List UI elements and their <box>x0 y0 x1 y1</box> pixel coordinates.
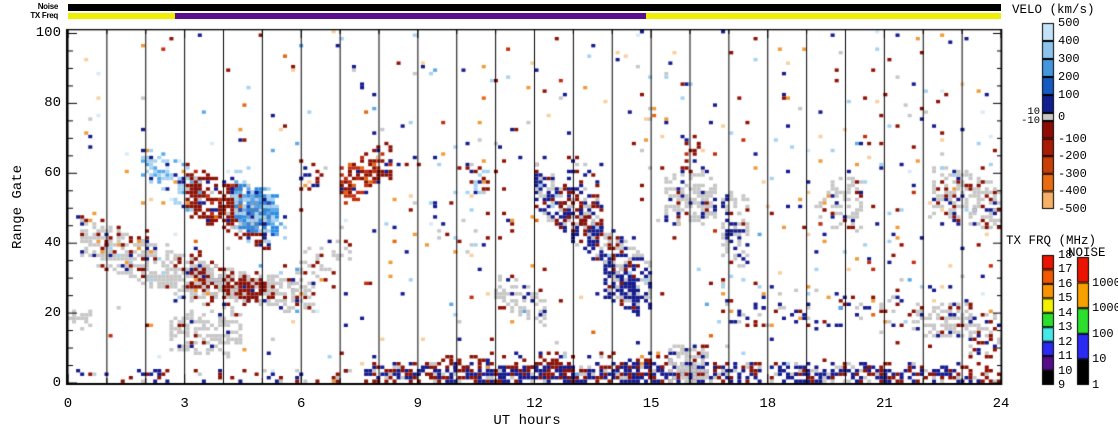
y-tick-label: 20 <box>44 305 61 322</box>
noise-indicator-strip <box>68 4 1001 11</box>
x-tick-label: 0 <box>63 396 73 412</box>
velo-tick-label: -300 <box>1058 166 1087 181</box>
txfrq-tick-label: 14 <box>1058 305 1073 320</box>
noise-tick-label: 10 <box>1092 352 1107 367</box>
y-tick-label: 40 <box>44 235 61 252</box>
velo-tick-label: 100 <box>1058 88 1080 102</box>
velo-tick-label: 200 <box>1058 70 1080 84</box>
txfrq-tick-label: 12 <box>1058 334 1073 349</box>
velo-tick-label: -400 <box>1058 184 1087 199</box>
txfrq-tick-label: 10 <box>1058 363 1073 378</box>
noise-tick-label: 10000 <box>1092 275 1118 290</box>
x-tick-label: 24 <box>992 396 1010 412</box>
noise-tick-label: 1000 <box>1092 301 1118 316</box>
tx-freq-indicator-strip <box>68 13 1001 19</box>
velo-tick-label: 0 <box>1058 110 1066 124</box>
txfrq-colorbar-title: TX FRQ (MHz) <box>1006 234 1097 248</box>
velo-tick-label: 300 <box>1058 52 1080 66</box>
velo-tick-label: 400 <box>1058 34 1080 48</box>
tx-freq-strip-label: TX Freq <box>30 11 58 20</box>
x-tick-label: 9 <box>413 396 423 412</box>
txfrq-tick-label: 13 <box>1058 320 1073 335</box>
tx-freq-strip-segment <box>646 13 1001 19</box>
velo-tick-label: 500 <box>1058 16 1080 30</box>
x-tick-label: 3 <box>180 396 189 412</box>
x-tick-label: 21 <box>875 396 893 412</box>
velo-colorbar-title: VELO (km/s) <box>1012 3 1095 17</box>
y-tick-label: 100 <box>35 25 61 42</box>
y-tick-label: 60 <box>44 165 61 182</box>
velo-tick-label: -200 <box>1058 149 1087 164</box>
txfrq-tick-label: 16 <box>1058 276 1073 291</box>
txfrq-tick-label: 15 <box>1058 291 1073 306</box>
x-tick-label: 12 <box>526 396 543 412</box>
x-tick-label: 18 <box>759 396 777 412</box>
velo-zero-band-label: -10 <box>1021 115 1040 127</box>
velo-tick-label: -100 <box>1058 131 1087 146</box>
x-axis-title: UT hours <box>493 413 561 429</box>
noise-tick-label: 100 <box>1092 326 1114 341</box>
txfrq-tick-label: 17 <box>1058 262 1073 277</box>
y-tick-label: 0 <box>52 375 61 391</box>
tx-freq-strip-segment <box>68 13 175 19</box>
velo-tick-label: -500 <box>1058 202 1087 216</box>
noise-tick-label: 1 <box>1092 378 1100 392</box>
noise-strip-label: Noise <box>37 2 59 11</box>
txfrq-tick-label: 11 <box>1058 349 1073 364</box>
txfrq-tick-label: 9 <box>1058 377 1066 392</box>
x-tick-label: 15 <box>642 396 660 412</box>
velo-zero-band-label: 10 <box>1027 105 1040 118</box>
txfrq-tick-label: 18 <box>1058 248 1073 262</box>
tx-freq-strip-segment <box>174 13 647 19</box>
noise-colorbar-title: NOISE <box>1068 246 1106 260</box>
y-tick-label: 80 <box>44 95 61 112</box>
x-tick-label: 6 <box>297 396 306 412</box>
noise-strip-segment <box>68 4 1001 11</box>
